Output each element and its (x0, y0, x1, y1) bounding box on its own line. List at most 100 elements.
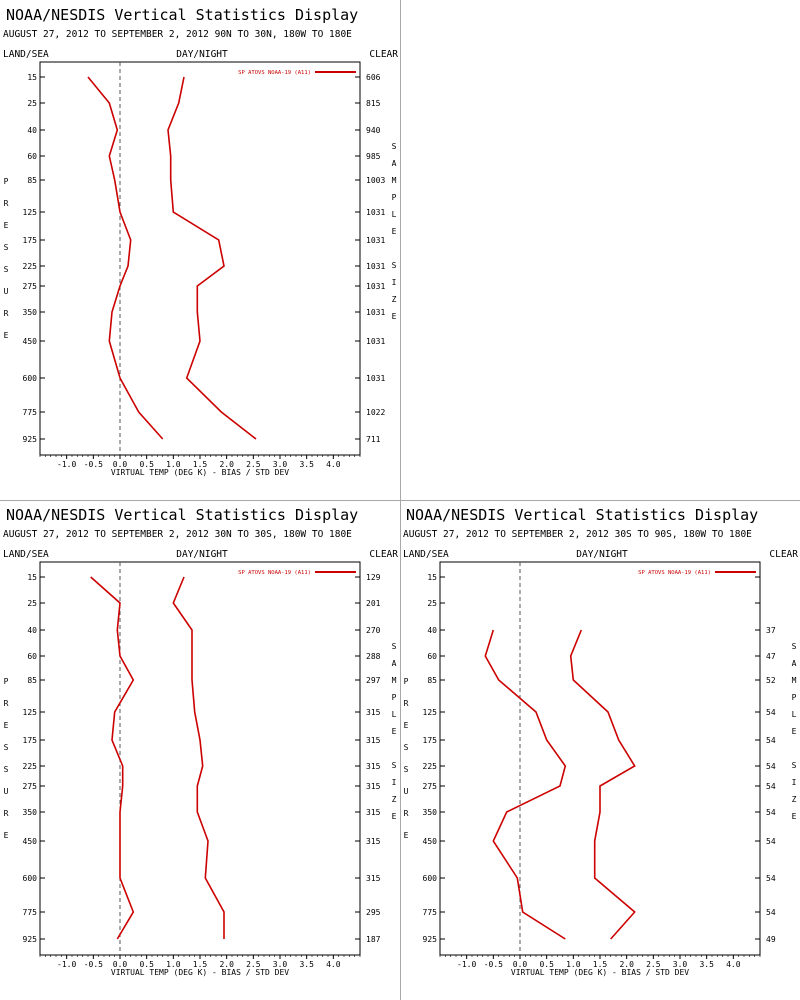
x-tick-label: 4.0 (326, 460, 341, 469)
sample-size-label: 1003 (366, 176, 385, 185)
pressure-axis-letter: E (404, 831, 409, 840)
divider-horizontal (0, 500, 800, 501)
sample-size-label: 1031 (366, 337, 385, 346)
chart-panel-tropics: NOAA/NESDIS Vertical Statistics Display A… (0, 500, 400, 1000)
sample-size-axis-letter: L (392, 710, 397, 719)
sample-size-axis-letter: Z (392, 795, 397, 804)
sample-size-label: 1022 (366, 408, 385, 417)
x-tick-label: 2.5 (646, 960, 661, 969)
pressure-axis-letter: R (4, 699, 9, 708)
sample-size-axis-letter: S (792, 642, 797, 651)
sample-size-axis-letter: I (792, 778, 797, 787)
sample-size-label: 270 (366, 626, 381, 635)
sample-size-axis-letter: E (392, 312, 397, 321)
label-clear: CLEAR (369, 49, 398, 60)
sample-size-label: 288 (366, 652, 381, 661)
sample-size-label: 1031 (366, 282, 385, 291)
sample-size-label: 297 (366, 676, 381, 685)
pressure-axis-letter: E (4, 721, 9, 730)
pressure-level-label: 275 (423, 782, 438, 791)
sample-size-label: 315 (366, 708, 381, 717)
sample-size-axis-letter: P (392, 693, 397, 702)
x-tick-label: 1.5 (593, 960, 608, 969)
pressure-level-label: 775 (23, 408, 38, 417)
sample-size-axis-letter: S (392, 261, 397, 270)
sample-size-axis-letter: E (792, 812, 797, 821)
pressure-level-label: 925 (23, 435, 38, 444)
chart-panel-north: NOAA/NESDIS Vertical Statistics Display A… (0, 0, 400, 500)
pressure-level-label: 15 (27, 573, 37, 582)
pressure-axis-letter: S (4, 743, 9, 752)
x-tick-label: 2.0 (219, 460, 234, 469)
chart-title: NOAA/NESDIS Vertical Statistics Display (6, 6, 358, 24)
pressure-level-label: 225 (423, 762, 438, 771)
pressure-level-label: 350 (23, 308, 38, 317)
x-tick-label: 1.5 (193, 460, 208, 469)
label-land-sea: LAND/SEA (403, 549, 449, 560)
sample-size-axis-letter: E (392, 227, 397, 236)
pressure-axis-letter: U (404, 787, 409, 796)
pressure-axis-letter: S (4, 765, 9, 774)
pressure-level-label: 225 (23, 762, 38, 771)
x-tick-label: 0.5 (139, 460, 154, 469)
pressure-level-label: 40 (427, 626, 437, 635)
pressure-level-label: 350 (23, 808, 38, 817)
x-tick-label: 0.0 (513, 960, 528, 969)
sample-size-axis-letter: P (392, 193, 397, 202)
x-tick-label: 0.5 (539, 960, 554, 969)
pressure-level-label: 60 (27, 652, 37, 661)
sample-size-axis-letter: S (392, 142, 397, 151)
sample-size-label: 201 (366, 599, 381, 608)
legend-label: SP ATOVS NOAA-19 (A11) (638, 570, 711, 576)
pressure-level-label: 25 (27, 599, 37, 608)
label-day-night: DAY/NIGHT (176, 549, 228, 560)
pressure-axis-letter: U (4, 787, 9, 796)
chart-subtitle: AUGUST 27, 2012 TO SEPTEMBER 2, 2012 30N… (3, 529, 352, 540)
series-line-std_dev (569, 629, 636, 940)
pressure-level-label: 60 (427, 652, 437, 661)
x-tick-label: 3.5 (699, 960, 714, 969)
pressure-axis-letter: S (4, 265, 9, 274)
x-tick-label: 0.0 (113, 960, 128, 969)
sample-size-axis-letter: S (792, 761, 797, 770)
sample-size-label: 54 (766, 837, 776, 846)
pressure-level-label: 25 (27, 99, 37, 108)
series-line-bias (484, 629, 567, 940)
sample-size-axis-letter: E (392, 727, 397, 736)
x-tick-label: 0.5 (139, 960, 154, 969)
pressure-axis-letter: E (4, 831, 9, 840)
pressure-level-label: 175 (23, 736, 38, 745)
pressure-level-label: 350 (423, 808, 438, 817)
x-tick-label: 4.0 (726, 960, 741, 969)
sample-size-label: 295 (366, 908, 381, 917)
x-tick-label: 1.0 (566, 960, 581, 969)
divider-vertical-top (400, 0, 401, 500)
label-clear: CLEAR (369, 549, 398, 560)
pressure-level-label: 275 (23, 782, 38, 791)
sample-size-axis-letter: L (392, 210, 397, 219)
pressure-axis-letter: E (4, 221, 9, 230)
sample-size-axis-letter: M (392, 676, 397, 685)
sample-size-label: 52 (766, 676, 776, 685)
pressure-level-label: 775 (23, 908, 38, 917)
sample-size-label: 54 (766, 782, 776, 791)
sample-size-axis-letter: A (392, 659, 397, 668)
sample-size-label: 54 (766, 874, 776, 883)
pressure-level-label: 15 (27, 73, 37, 82)
x-tick-label: 3.0 (273, 960, 288, 969)
pressure-level-label: 175 (423, 736, 438, 745)
sample-size-label: 1031 (366, 374, 385, 383)
pressure-level-label: 450 (23, 337, 38, 346)
sample-size-axis-letter: E (392, 812, 397, 821)
pressure-axis-letter: R (4, 309, 9, 318)
sample-size-label: 54 (766, 808, 776, 817)
sample-size-axis-letter: Z (392, 295, 397, 304)
pressure-axis-letter: R (404, 809, 409, 818)
x-tick-label: 0.0 (113, 460, 128, 469)
sample-size-axis-letter: L (792, 710, 797, 719)
x-axis-label: VIRTUAL TEMP (DEG K) - BIAS / STD DEV (111, 968, 289, 977)
x-tick-label: 3.5 (299, 960, 314, 969)
x-tick-label: -0.5 (84, 460, 103, 469)
chart-svg: NOAA/NESDIS Vertical Statistics Display A… (3, 6, 398, 477)
sample-size-label: 1031 (366, 208, 385, 217)
